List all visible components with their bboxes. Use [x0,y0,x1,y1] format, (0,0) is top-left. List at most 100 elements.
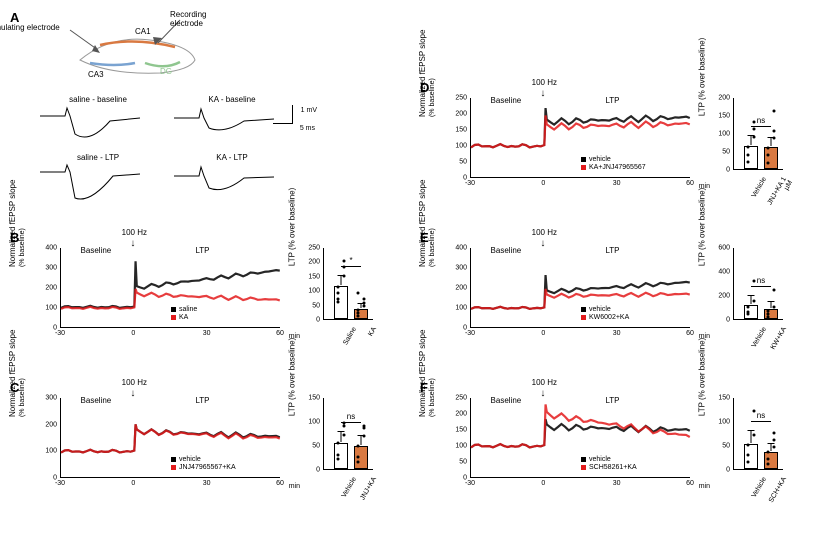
sig-text: ns [347,412,355,421]
scatter-dot [357,456,360,459]
rec-label: Recording electrode [170,10,220,28]
sig-line [341,422,361,423]
scatter-dot [773,289,776,292]
scatter-dot [343,434,346,437]
scatter-dot [767,451,770,454]
trace-saline-ltp: saline - LTP [35,153,161,203]
bar-chart-E: LTP (% over baseline)0200400600VehicleKW… [705,238,785,348]
y-ticks: 050100150200250 [455,98,467,178]
bar-y-ticks: 050100150200 [717,98,730,170]
x-ticks: -3003060 [470,480,690,490]
scatter-dot [753,121,756,124]
scatter-dot [773,446,776,449]
bar-y-label: LTP (% over baseline) [698,188,707,266]
bar [744,146,758,169]
trace-ka-ltp: KA - LTP [169,153,295,203]
plot-area: BaselineLTP100 Hz↓salineKA [60,248,280,328]
scatter-dot [747,146,750,149]
scatter-dot [773,432,776,435]
sig-text: ns [757,276,765,285]
timecourse-B: Normalized fEPSP slope(% baseline)010020… [25,238,285,348]
y-ticks: 0100200300400 [45,248,57,328]
bar [764,147,778,169]
y-label: Normalized fEPSP slope(% baseline) [418,180,436,267]
y-label: Normalized fEPSP slope(% baseline) [8,180,26,267]
timecourse-D: Normalized fEPSP slope(% baseline)050100… [435,88,695,198]
scatter-dot [767,309,770,312]
scatter-dot [343,260,346,263]
hz-label: 100 Hz [122,378,147,387]
scatter-dot [357,309,360,312]
scatter-dot [747,153,750,156]
plot-area: BaselineLTP100 Hz↓vehicleSCH58261+KA [470,398,690,478]
bar-y-ticks: 0200400600 [717,248,730,320]
sig-line [751,286,771,287]
scatter-dot [767,458,770,461]
sig-line [751,126,771,127]
sig-line [341,266,361,267]
y-ticks: 0100200300400 [455,248,467,328]
scatter-dot [747,453,750,456]
scatter-dot [337,300,340,303]
scatter-dot [767,161,770,164]
bar-y-ticks: 050100150200250 [307,248,320,320]
bar-plot: VehicleJNJ+KAns [323,398,373,470]
stim-label: Stimulating electrode [0,23,60,32]
scatter-dot [343,274,346,277]
scatter-dot [337,292,340,295]
hz-label: 100 Hz [122,228,147,237]
scatter-dot [357,460,360,463]
scatter-dot [773,306,776,309]
x-ticks: -3003060 [470,180,690,190]
sig-text: ns [757,116,765,125]
trace-ka-baseline: KA - baseline 1 mV 5 ms [169,95,295,145]
plot-area: BaselineLTP100 Hz↓vehicleKW6002+KA [470,248,690,328]
bar-y-ticks: 050100150 [307,398,320,470]
scatter-dot [767,463,770,466]
scatter-dot [363,435,366,438]
bar-plot: VehicleKW+KAns [733,248,783,320]
bar-y-label: LTP (% over baseline) [698,338,707,416]
scatter-dot [747,306,750,309]
hippocampus-diagram: Stimulating electrode Recording electrod… [40,15,220,85]
scatter-dot [753,135,756,138]
bar-y-label: LTP (% over baseline) [698,38,707,116]
sig-line [751,421,771,422]
timecourse-C: Normalized fEPSP slope(% baseline)010020… [25,388,285,498]
sig-text: * [349,256,352,265]
bar-plot: SalineKA* [323,248,373,320]
scatter-dot [767,147,770,150]
trace-saline-baseline: saline - baseline [35,95,161,145]
dg-label: DG [160,67,172,76]
y-label: Normalized fEPSP slope(% baseline) [418,330,436,417]
scatter-dot [773,130,776,133]
timecourse-F: Normalized fEPSP slope(% baseline)050100… [435,388,695,498]
y-ticks: 0100200300 [45,398,57,478]
scatter-dot [357,312,360,315]
bar-y-ticks: 050100150 [717,398,730,470]
bar-plot: VehicleSCH+KAns [733,398,783,470]
scatter-dot [767,154,770,157]
plot-area: BaselineLTP100 Hz↓vehicleJNJ47965567+KA [60,398,280,478]
scatter-dot [337,453,340,456]
sig-text: ns [757,411,765,420]
y-label: Normalized fEPSP slope(% baseline) [8,330,26,417]
hz-label: 100 Hz [532,78,557,87]
bar-chart-D: LTP (% over baseline)050100150200Vehicle… [705,88,785,198]
scatter-dot [753,279,756,282]
scatter-dot [337,286,340,289]
y-label: Normalized fEPSP slope(% baseline) [418,30,436,117]
hz-label: 100 Hz [532,378,557,387]
scatter-dot [747,460,750,463]
scatter-dot [753,128,756,131]
scatter-dot [363,424,366,427]
scatter-dot [767,315,770,318]
scatter-dot [753,300,756,303]
bar-plot: VehicleJNJ+KA 1 µMns [733,98,783,170]
ca3-label: CA3 [88,70,104,79]
bar-chart-F: LTP (% over baseline)050100150VehicleSCH… [705,388,785,498]
x-ticks: -3003060 [60,480,280,490]
bar [744,444,758,469]
y-ticks: 050100150200250 [455,398,467,478]
bar-label: JNJ+KA 1 µM [762,176,794,218]
